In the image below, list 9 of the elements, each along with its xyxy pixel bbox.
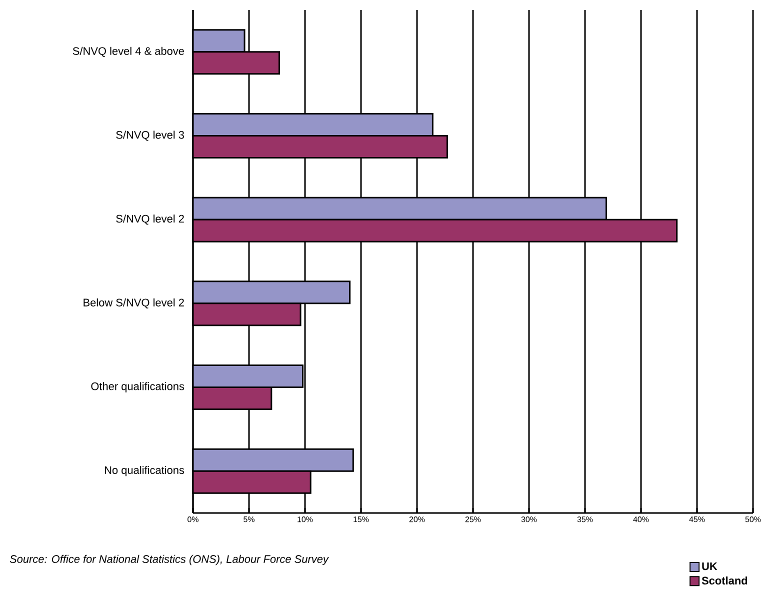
legend-label: UK [702,562,718,570]
y-tick-label: S/NVQ level 4 & above [72,46,184,57]
legend-label: Scotland [702,576,748,585]
y-tick-label: S/NVQ level 3 [116,130,184,141]
y-tick-label: Below S/NVQ level 2 [84,298,184,308]
y-tick-label: Other qualifications [91,382,184,392]
source-note: Source: Office for National Statistics (ONS), Labour Force Survey [10,554,329,566]
y-tick-label: No qualifications [104,466,184,476]
y-tick-label: S/NVQ level 2 [116,214,184,225]
